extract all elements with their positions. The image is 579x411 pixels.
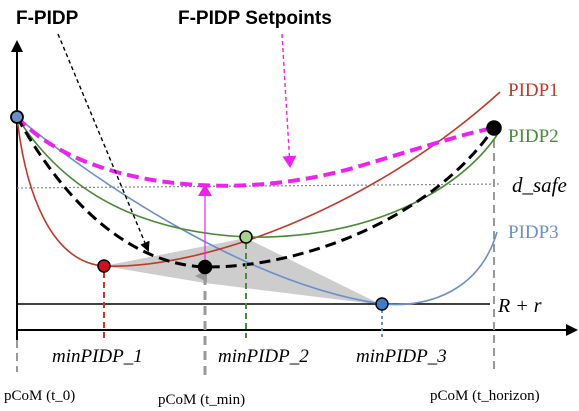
r-plus-r-label: R + r <box>497 295 542 317</box>
pidp1-label: PIDP1 <box>508 80 559 101</box>
setpoints-title: F-PIDP Setpoints <box>178 8 332 29</box>
pidp3-curve <box>16 116 498 306</box>
pidp1-curve <box>16 91 501 267</box>
min2-point <box>239 230 253 244</box>
start-point <box>10 110 24 124</box>
tmin-point <box>197 259 213 275</box>
setpoints-arrow <box>281 33 297 168</box>
setpoints-curve <box>15 115 495 188</box>
d-safe-label: d_safe <box>512 173 567 197</box>
end-point <box>486 120 502 136</box>
fpidp-arrow <box>57 33 150 252</box>
min3-label: minPIDP_3 <box>356 346 447 367</box>
tmin-label: pCoM (t_min) <box>158 392 245 408</box>
min2-label: minPIDP_2 <box>218 346 309 367</box>
pidp2-curve <box>16 116 498 238</box>
pidp2-label: PIDP2 <box>508 126 559 147</box>
fpidp-title: F-PIDP <box>16 8 79 29</box>
min3-point <box>375 297 389 311</box>
fpidp-curve <box>15 116 496 269</box>
min1-label: minPIDP_1 <box>52 346 143 367</box>
min1-point <box>97 259 111 273</box>
t0-label: pCoM (t_0) <box>4 388 75 404</box>
thorizon-label: pCoM (t_horizon) <box>430 388 540 404</box>
pidp3-label: PIDP3 <box>508 222 559 243</box>
